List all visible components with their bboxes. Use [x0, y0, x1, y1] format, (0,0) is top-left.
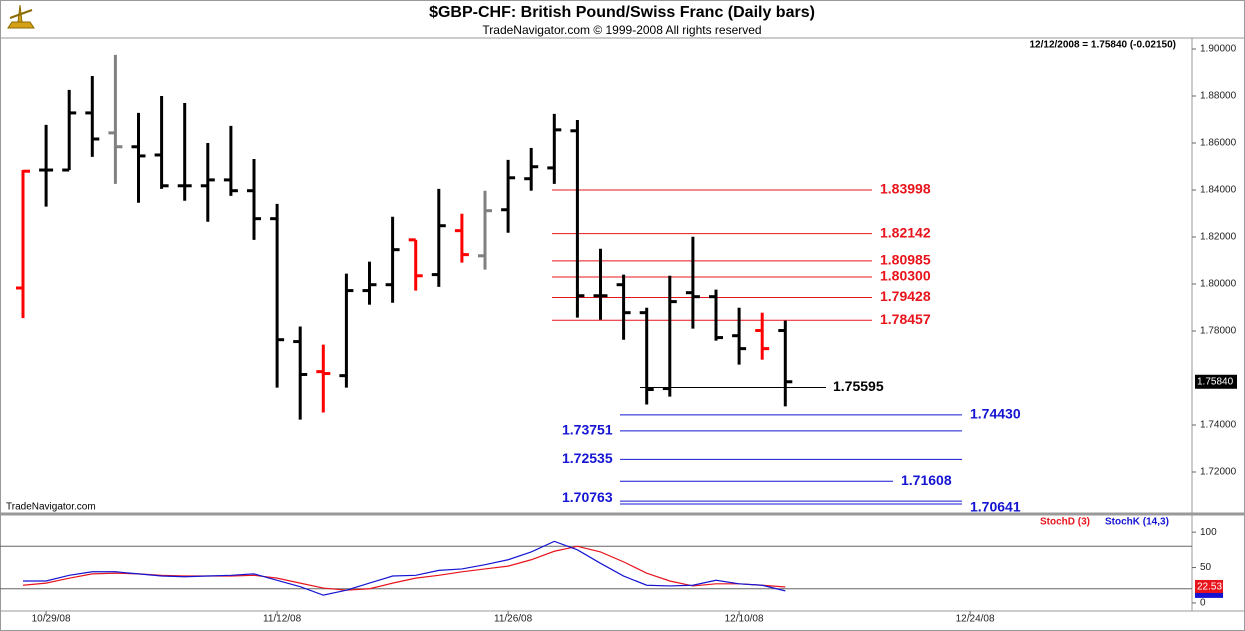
x-tick-label: 11/26/08 — [494, 614, 533, 625]
watermark: TradeNavigator.com — [6, 502, 96, 513]
level-label: 1.71608 — [901, 472, 952, 488]
level-label: 1.70641 — [970, 499, 1021, 515]
level-label: 1.79428 — [880, 288, 931, 304]
chart-subtitle: TradeNavigator.com © 1999-2008 All right… — [482, 23, 761, 37]
level-label: 1.75595 — [833, 378, 884, 394]
y-tick-label: 1.74000 — [1200, 420, 1237, 431]
y-tick-label: 1.84000 — [1200, 185, 1237, 196]
y-tick-label: 1.72000 — [1200, 467, 1237, 478]
x-tick-label: 12/10/08 — [725, 614, 764, 625]
y-tick-label: 1.90000 — [1200, 44, 1237, 55]
level-label: 1.83998 — [880, 181, 931, 197]
logo — [7, 4, 35, 29]
x-tick-label: 10/29/08 — [32, 614, 71, 625]
stoch-line — [23, 540, 786, 596]
level-label: 1.82142 — [880, 224, 931, 240]
header-note: 12/12/2008 = 1.75840 (-0.02150) — [1029, 40, 1176, 51]
y-tick-label: 1.88000 — [1200, 91, 1237, 102]
legend-entry: StochK (14,3) — [1105, 517, 1169, 528]
x-tick-label: 12/24/08 — [956, 614, 995, 625]
level-label: 1.74430 — [970, 406, 1021, 422]
y-tick-label: 1.82000 — [1200, 232, 1237, 243]
y-tick-label: 1.80000 — [1200, 279, 1237, 290]
level-label: 1.72535 — [562, 450, 613, 466]
level-label: 1.70763 — [562, 489, 613, 505]
y-tick-label: 50 — [1200, 562, 1212, 573]
level-label: 1.73751 — [562, 422, 613, 438]
x-tick-label: 11/12/08 — [263, 614, 302, 625]
level-label: 1.80985 — [880, 252, 931, 268]
y-tick-label: 1.86000 — [1200, 138, 1237, 149]
legend-entry: StochD (3) — [1040, 517, 1090, 528]
y-tick-label: 100 — [1200, 527, 1217, 538]
last-price-box — [1195, 374, 1237, 389]
stoch-d-label: 22.53 — [1197, 582, 1222, 593]
stoch-k-box — [1195, 589, 1223, 598]
stoch-d-box — [1195, 579, 1223, 593]
level-label: 1.78457 — [880, 311, 931, 327]
level-label: 1.80300 — [880, 268, 931, 284]
chart-title: $GBP-CHF: British Pound/Swiss Franc (Dai… — [429, 4, 815, 21]
last-price-label: 1.75840 — [1197, 376, 1234, 387]
y-tick-label: 0 — [1200, 598, 1206, 609]
y-tick-label: 1.78000 — [1200, 326, 1237, 337]
